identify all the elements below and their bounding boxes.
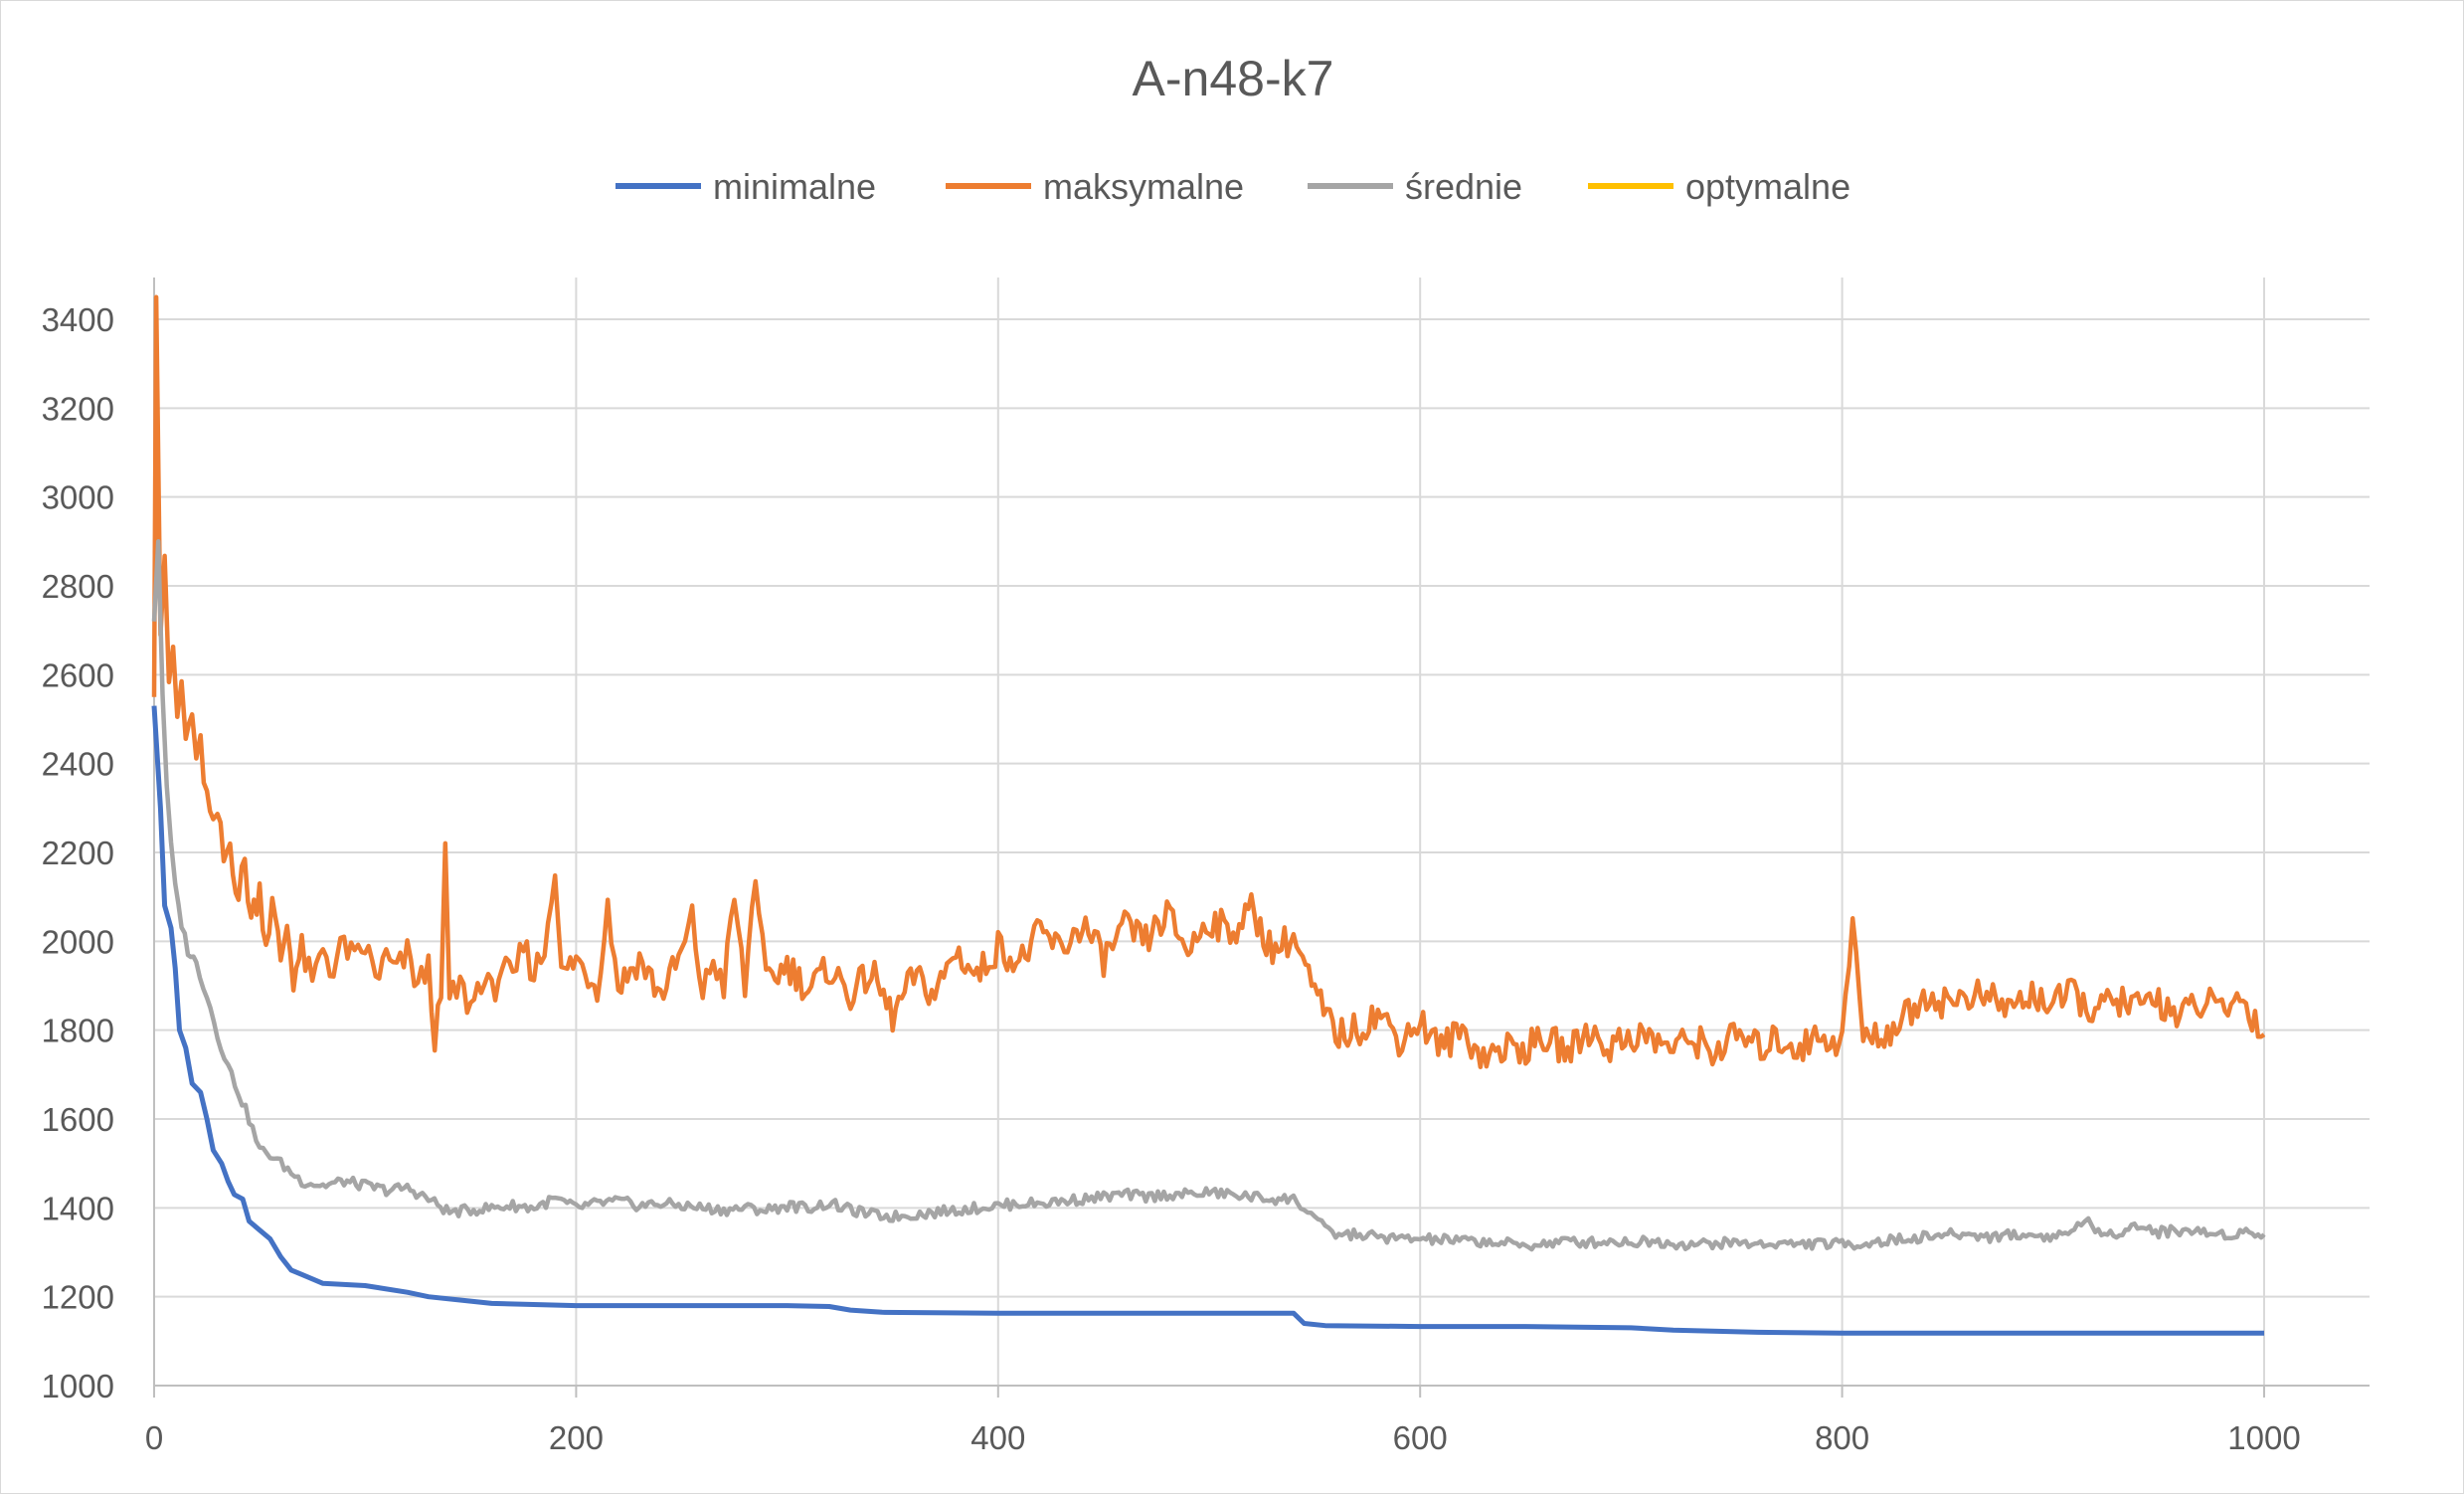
legend-label: minimalne xyxy=(713,166,876,207)
grid-lines xyxy=(154,278,2370,1386)
y-tick-label: 2800 xyxy=(42,568,114,605)
legend-label: maksymalne xyxy=(1043,166,1244,207)
y-tick-label: 2000 xyxy=(42,923,114,960)
y-tick-label: 3000 xyxy=(42,479,114,516)
x-tick-label: 1000 xyxy=(2227,1419,2300,1456)
series-line-minimalne xyxy=(151,705,2264,1336)
y-tick-label: 1800 xyxy=(42,1013,114,1049)
chart-title: A-n48-k7 xyxy=(1133,51,1334,106)
series-line-średnie xyxy=(151,539,2266,1252)
legend-label: średnie xyxy=(1405,166,1522,207)
x-tick-label: 800 xyxy=(1815,1419,1869,1456)
y-tick-label: 1400 xyxy=(42,1190,114,1226)
legend-label: optymalne xyxy=(1685,166,1850,207)
series-line-maksymalne xyxy=(151,294,2266,1069)
y-tick-label: 2200 xyxy=(42,835,114,871)
x-tick-label: 600 xyxy=(1393,1419,1448,1456)
x-tick-label: 0 xyxy=(145,1419,163,1456)
y-tick-label: 1200 xyxy=(42,1279,114,1316)
y-tick-label: 2400 xyxy=(42,746,114,783)
y-tick-label: 3200 xyxy=(42,390,114,427)
y-tick-label: 1600 xyxy=(42,1101,114,1138)
x-tick-label: 200 xyxy=(549,1419,604,1456)
y-tick-label: 1000 xyxy=(42,1368,114,1404)
x-tick-label: 400 xyxy=(970,1419,1025,1456)
series-group xyxy=(151,294,2266,1336)
y-tick-label: 2600 xyxy=(42,656,114,693)
legend: minimalne maksymalne średnie optymalne xyxy=(616,166,1850,207)
y-tick-label: 3400 xyxy=(42,301,114,338)
axes: 1000120014001600180020002200240026002800… xyxy=(42,278,2370,1456)
